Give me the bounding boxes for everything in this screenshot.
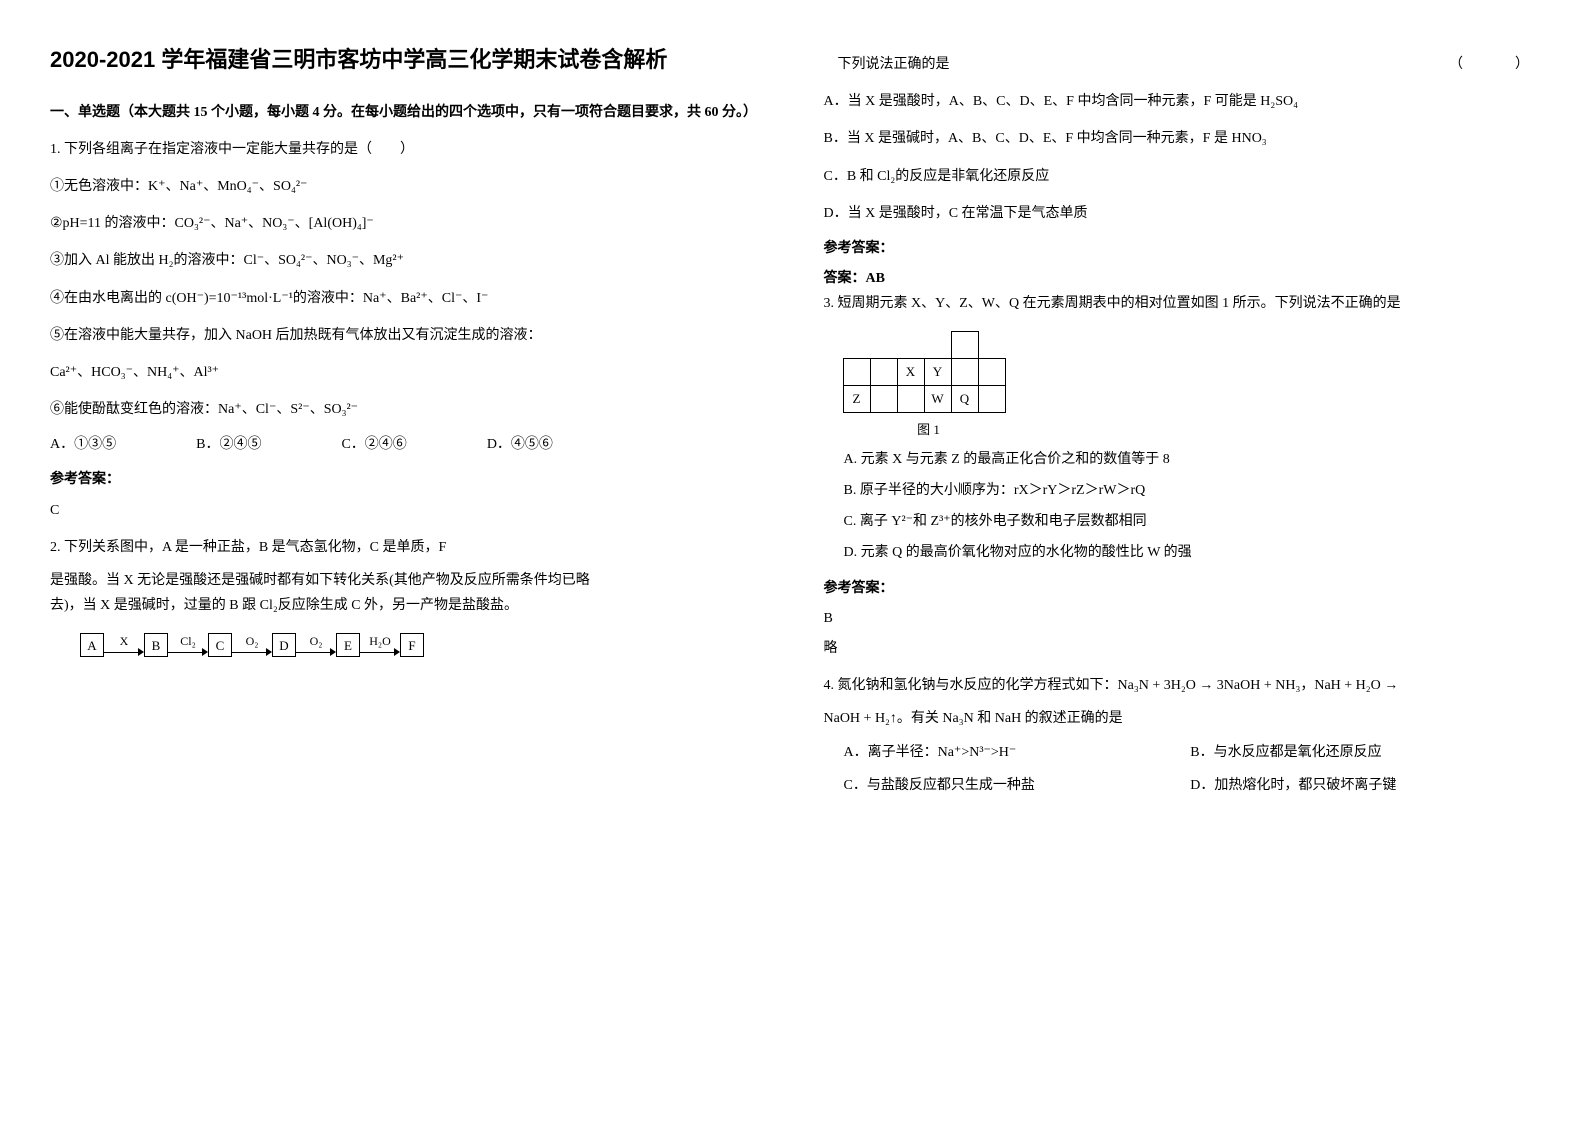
q1-line5b: Ca²⁺、HCO₃⁻、NH₄⁺、Al³⁺ xyxy=(50,360,764,385)
pt-cell-r3c1: Z xyxy=(843,385,871,413)
q1-line5: ⑤在溶液中能大量共存，加入 NaOH 后加热既有气体放出又有沉淀生成的溶液： xyxy=(50,323,764,348)
pt-cell-r2c3: X xyxy=(897,358,925,386)
pt-caption: 图 1 xyxy=(844,418,1014,441)
left-column: 2020-2021 学年福建省三明市客坊中学高三化学期末试卷含解析 一、单选题（… xyxy=(50,40,764,806)
q2-stem2: 是强酸。当 X 无论是强酸还是强碱时都有如下转化关系(其他产物及反应所需条件均已… xyxy=(50,568,764,593)
pt-cell-r2c4: Y xyxy=(924,358,952,386)
q4-row2: C．与盐酸反应都只生成一种盐 D．加热熔化时，都只破坏离子键 xyxy=(844,773,1538,798)
q1-line4: ④在由水电离出的 c(OH⁻)=10⁻¹³mol·L⁻¹的溶液中：Na⁺、Ba²… xyxy=(50,286,764,311)
pt-cell-r2c1 xyxy=(843,358,871,386)
section-header: 一、单选题（本大题共 15 个小题，每小题 4 分。在每小题给出的四个选项中，只… xyxy=(50,100,764,125)
q2-stem1: 2. 下列关系图中，A 是一种正盐，B 是气态氢化物，C 是单质，F xyxy=(50,535,764,560)
q4-stem2: NaOH + H₂↑。有关 Na₃N 和 NaH 的叙述正确的是 xyxy=(824,706,1538,731)
q4-optD: D．加热熔化时，都只破坏离子键 xyxy=(1190,773,1396,798)
flow-arrow-1: X xyxy=(104,633,144,657)
q4-stem1: 4. 氮化钠和氢化钠与水反应的化学方程式如下：Na₃N + 3H₂O → 3Na… xyxy=(824,673,1538,698)
q4-optA: A．离子半径：Na⁺>N³⁻>H⁻ xyxy=(844,740,1191,765)
periodic-table: X Y Z W Q xyxy=(844,332,1538,413)
flow-node-F: F xyxy=(400,633,424,657)
pt-row1 xyxy=(844,332,1538,359)
q3-answer-label: 参考答案： xyxy=(824,576,1538,601)
q1-line1: ①无色溶液中：K⁺、Na⁺、MnO₄⁻、SO₄²⁻ xyxy=(50,174,764,199)
q2-optD: D．当 X 是强酸时，C 在常温下是气态单质 xyxy=(824,201,1538,226)
q3-optA: A. 元素 X 与元素 Z 的最高正化合价之和的数值等于 8 xyxy=(844,447,1538,472)
q4-options: A．离子半径：Na⁺>N³⁻>H⁻ B．与水反应都是氧化还原反应 C．与盐酸反应… xyxy=(844,740,1538,798)
q4-row1: A．离子半径：Na⁺>N³⁻>H⁻ B．与水反应都是氧化还原反应 xyxy=(844,740,1538,765)
q2-flow-diagram: A X B Cl₂ C O₂ D O₂ E H₂O xyxy=(80,633,764,657)
q1-answer: C xyxy=(50,498,764,523)
pt-cell-r1c5 xyxy=(951,331,979,359)
flow-node-B: B xyxy=(144,633,168,657)
q2-blank: （ ） xyxy=(1449,52,1537,77)
q2-stem3: 去)，当 X 是强碱时，过量的 B 跟 Cl₂反应除生成 C 外，另一产物是盐酸… xyxy=(50,593,764,618)
q3-optC: C. 离子 Y²⁻和 Z³⁺的核外电子数和电子层数都相同 xyxy=(844,509,1538,534)
q2-optC: C．B 和 Cl₂的反应是非氧化还原反应 xyxy=(824,164,1538,189)
q1-stem: 1. 下列各组离子在指定溶液中一定能大量共存的是（ ） xyxy=(50,137,764,162)
q3-options: A. 元素 X 与元素 Z 的最高正化合价之和的数值等于 8 B. 原子半径的大… xyxy=(844,447,1538,566)
pt-cell-r2c2 xyxy=(870,358,898,386)
pt-cell-r3c3 xyxy=(897,385,925,413)
right-column: 下列说法正确的是 （ ） A．当 X 是强酸时，A、B、C、D、E、F 中均含同… xyxy=(824,40,1538,806)
q4-optB: B．与水反应都是氧化还原反应 xyxy=(1190,740,1381,765)
page-container: 2020-2021 学年福建省三明市客坊中学高三化学期末试卷含解析 一、单选题（… xyxy=(50,40,1537,806)
q2-answer-label: 参考答案： xyxy=(824,236,1538,261)
flow-arrow-3: O₂ xyxy=(232,633,272,657)
q2-answer: AB xyxy=(866,271,885,286)
q2-answer-prefix: 答案： xyxy=(824,271,866,286)
q2-line1: 下列说法正确的是 xyxy=(824,52,950,77)
q3-stem: 3. 短周期元素 X、Y、Z、W、Q 在元素周期表中的相对位置如图 1 所示。下… xyxy=(824,291,1538,316)
q3-optB: B. 原子半径的大小顺序为：rX＞rY＞rZ＞rW＞rQ xyxy=(844,478,1538,503)
flow-node-C: C xyxy=(208,633,232,657)
q1-optD: D．④⑤⑥ xyxy=(487,432,553,457)
q2-line1-row: 下列说法正确的是 （ ） xyxy=(824,52,1538,77)
pt-row3: Z W Q xyxy=(844,386,1538,413)
q1-optA: A．①③⑤ xyxy=(50,432,116,457)
q3-optD: D. 元素 Q 的最高价氧化物对应的水化物的酸性比 W 的强 xyxy=(844,540,1538,565)
q1-line2: ②pH=11 的溶液中：CO₃²⁻、Na⁺、NO₃⁻、[Al(OH)₄]⁻ xyxy=(50,211,764,236)
pt-cell-r3c4: W xyxy=(924,385,952,413)
q4-optC: C．与盐酸反应都只生成一种盐 xyxy=(844,773,1191,798)
q2-optB: B．当 X 是强碱时，A、B、C、D、E、F 中均含同一种元素，F 是 HNO₃ xyxy=(824,126,1538,151)
q1-answer-label: 参考答案： xyxy=(50,467,764,492)
exam-title: 2020-2021 学年福建省三明市客坊中学高三化学期末试卷含解析 xyxy=(50,40,764,80)
pt-cell-r3c2 xyxy=(870,385,898,413)
q1-optC: C．②④⑥ xyxy=(341,432,406,457)
q1-line3: ③加入 Al 能放出 H₂的溶液中：Cl⁻、SO₄²⁻、NO₃⁻、Mg²⁺ xyxy=(50,248,764,273)
pt-cell-r2c6 xyxy=(978,358,1006,386)
q3-answer: B xyxy=(824,606,1538,631)
flow-arrow-5: H₂O xyxy=(360,633,400,657)
pt-cell-r3c5: Q xyxy=(951,385,979,413)
flow-node-A: A xyxy=(80,633,104,657)
pt-cell-r3c6 xyxy=(978,385,1006,413)
flow-node-D: D xyxy=(272,633,296,657)
q1-line6: ⑥能使酚酞变红色的溶液：Na⁺、Cl⁻、S²⁻、SO₃²⁻ xyxy=(50,397,764,422)
q1-optB: B．②④⑤ xyxy=(196,432,261,457)
pt-cell-r2c5 xyxy=(951,358,979,386)
flow-node-E: E xyxy=(336,633,360,657)
pt-row2: X Y xyxy=(844,359,1538,386)
q3-note: 略 xyxy=(824,636,1538,661)
q2-optA: A．当 X 是强酸时，A、B、C、D、E、F 中均含同一种元素，F 可能是 H₂… xyxy=(824,89,1538,114)
q2-answer-row: 答案：AB xyxy=(824,266,1538,291)
flow-arrow-2: Cl₂ xyxy=(168,633,208,657)
flow-arrow-4: O₂ xyxy=(296,633,336,657)
q1-options: A．①③⑤ B．②④⑤ C．②④⑥ D．④⑤⑥ xyxy=(50,432,764,457)
